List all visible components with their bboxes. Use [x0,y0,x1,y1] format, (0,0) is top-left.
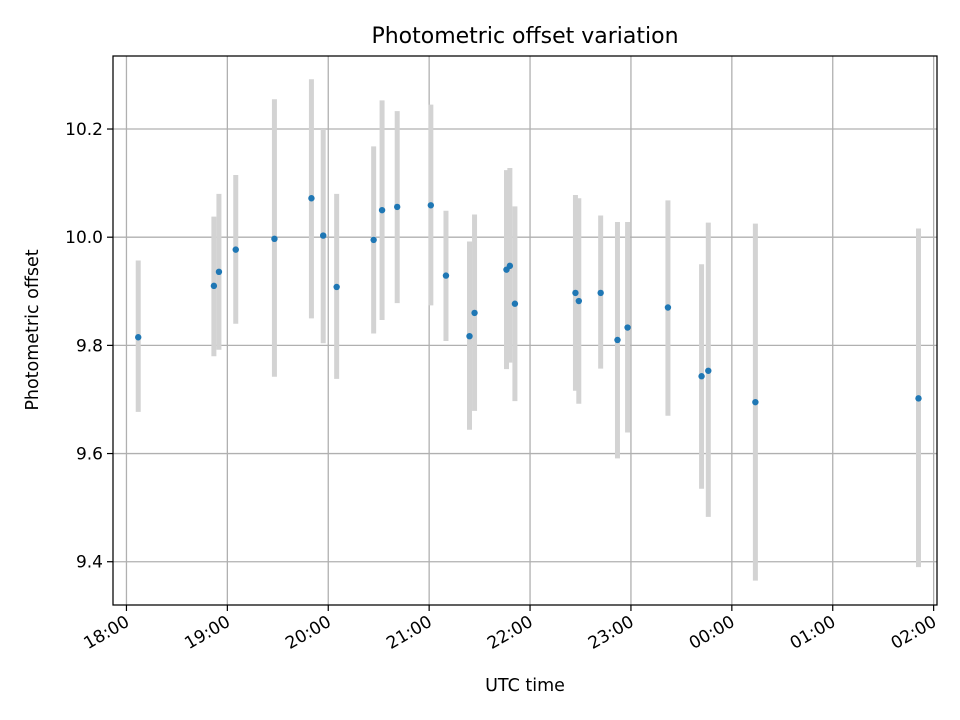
x-tick-label: 02:00 [888,612,940,654]
x-tick-label: 00:00 [686,612,738,654]
plot-frame [112,55,938,606]
data-point [752,398,759,406]
x-tick-label: 01:00 [787,612,839,654]
y-tick-label: 9.6 [76,445,103,465]
data-point [135,334,142,341]
chart-title: Photometric offset variation [371,24,678,49]
grid [113,56,937,605]
data-points [135,195,922,406]
data-point [393,203,401,211]
x-tick-label: 22:00 [484,612,536,654]
error-bars [135,79,922,581]
y-tick-label: 9.8 [76,336,103,356]
data-point [210,282,218,290]
x-tick-label: 20:00 [282,612,334,654]
data-point [614,336,621,344]
data-point [442,272,450,279]
data-point [664,304,672,311]
x-axis: 18:00 19:00 20:00 21:00 22:00 23:00 00:00 01:00… [81,605,940,654]
data-point [308,195,315,202]
data-point [511,300,519,307]
data-point [915,395,922,402]
data-point [333,283,340,291]
data-point [466,332,473,340]
data-point [427,202,435,209]
y-axis: 9.4 9.6 9.8 10.0 10.2 [65,120,113,573]
data-point [320,232,327,239]
x-tick-label: 18:00 [81,612,133,654]
data-point [624,324,631,331]
data-point [271,235,278,243]
data-point [705,367,712,374]
data-point [232,246,239,253]
x-tick-label: 23:00 [585,612,637,654]
data-point [575,297,583,305]
data-point [572,289,579,297]
data-point [370,236,377,244]
x-tick-label: 19:00 [181,612,233,654]
data-point [378,206,386,214]
x-axis-label: UTC time [485,676,565,696]
y-tick-label: 10.2 [65,120,103,140]
data-point [215,268,223,276]
data-point [698,373,705,380]
data-point [597,289,604,297]
data-point [471,309,478,317]
y-tick-label: 9.4 [76,553,103,573]
y-axis-label: Photometric offset [23,249,43,410]
x-tick-label: 21:00 [383,612,435,654]
data-point [506,262,514,270]
y-tick-label: 10.0 [65,228,103,248]
